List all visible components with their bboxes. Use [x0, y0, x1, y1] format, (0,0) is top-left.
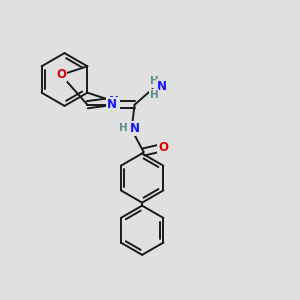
- Text: N: N: [157, 80, 166, 93]
- Text: N: N: [109, 95, 119, 108]
- Text: H: H: [150, 90, 158, 100]
- Text: N: N: [130, 122, 140, 135]
- Text: H: H: [150, 76, 158, 86]
- Text: H: H: [119, 123, 128, 133]
- Text: O: O: [56, 68, 66, 81]
- Text: O: O: [158, 141, 168, 154]
- Text: N: N: [107, 98, 117, 111]
